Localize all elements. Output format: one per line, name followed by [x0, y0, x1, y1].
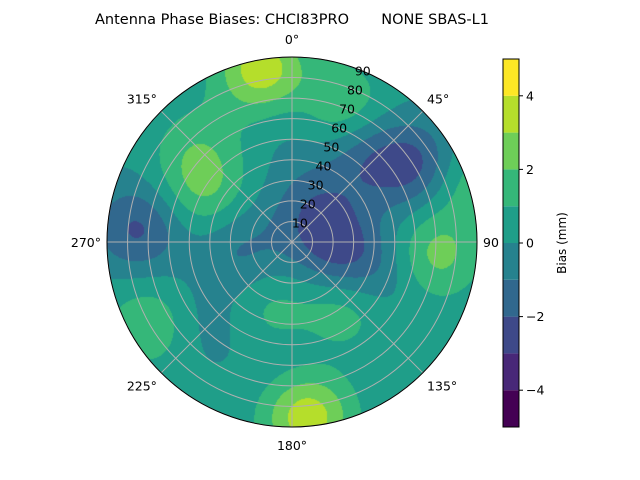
colorbar-band: [503, 243, 519, 280]
colorbar-tick-label: 2: [526, 162, 534, 177]
zenith-tick-label: 80: [347, 83, 363, 98]
azimuth-tick-labels: 0° 45° 90 135° 180° 225° 270° 315°: [71, 32, 499, 453]
colorbar-tick-label: −2: [526, 309, 544, 324]
chart-title: Antenna Phase Biases: CHCI83PRO NONE SBA…: [95, 12, 489, 28]
colorbar: −4 −2 0 2 4 Bias (mm): [502, 58, 569, 428]
colorbar-label: Bias (mm): [555, 212, 569, 274]
colorbar-band: [503, 390, 519, 427]
colorbar-ticks: −4 −2 0 2 4: [519, 88, 544, 398]
azimuth-tick-label: 0°: [285, 32, 299, 47]
colorbar-band: [503, 316, 519, 354]
azimuth-grid-line: [160, 110, 293, 243]
zenith-tick-label: 10: [292, 216, 308, 231]
colorbar-tick-label: 0: [526, 236, 534, 251]
azimuth-tick-label: 270°: [71, 235, 101, 250]
zenith-tick-label: 20: [300, 197, 316, 212]
azimuth-tick-label: 45°: [427, 91, 449, 106]
zenith-tick-label: 90: [355, 64, 371, 79]
colorbar-band: [503, 206, 519, 243]
zenith-tick-labels: 10 20 30 40 50 60 70 80 90: [292, 64, 371, 231]
colorbar-tick-label: −4: [526, 383, 544, 398]
colorbar-band: [503, 132, 519, 170]
zenith-tick-label: 40: [316, 159, 332, 174]
zenith-tick-label: 50: [323, 140, 339, 155]
azimuth-tick-label: 135°: [427, 379, 457, 394]
polar-frame: [106, 56, 478, 428]
zenith-tick-label: 70: [339, 102, 355, 117]
colorbar-tick-label: 4: [526, 88, 534, 103]
polar-grid: [106, 56, 478, 428]
azimuth-tick-label: 315°: [127, 91, 157, 106]
azimuth-tick-label: 90: [483, 235, 499, 250]
colorbar-band: [503, 353, 519, 391]
colorbar-band: [503, 59, 519, 96]
azimuth-tick-label: 180°: [277, 438, 307, 453]
colorbar-band: [503, 279, 519, 317]
zenith-tick-label: 60: [331, 121, 347, 136]
azimuth-grid-line: [291, 241, 424, 374]
azimuth-tick-label: 225°: [127, 379, 157, 394]
colorbar-bands: [503, 59, 519, 427]
colorbar-band: [503, 95, 519, 133]
polar-plot: 10 20 30 40 50 60 70 80 90 0° 45° 90 135° 180° 225° 27…: [71, 32, 499, 453]
colorbar-band: [503, 169, 519, 207]
azimuth-grid-line: [291, 110, 424, 243]
azimuth-grid-line: [160, 241, 293, 374]
zenith-tick-label: 30: [308, 178, 324, 193]
